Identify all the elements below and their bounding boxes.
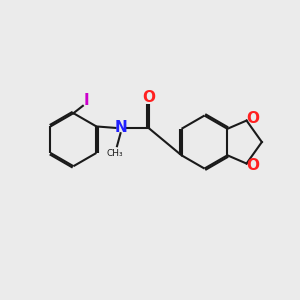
Text: CH₃: CH₃ xyxy=(106,149,123,158)
Text: I: I xyxy=(83,93,89,108)
Text: O: O xyxy=(247,158,260,173)
Text: N: N xyxy=(114,120,127,135)
Text: O: O xyxy=(247,111,260,126)
Text: O: O xyxy=(142,90,155,105)
